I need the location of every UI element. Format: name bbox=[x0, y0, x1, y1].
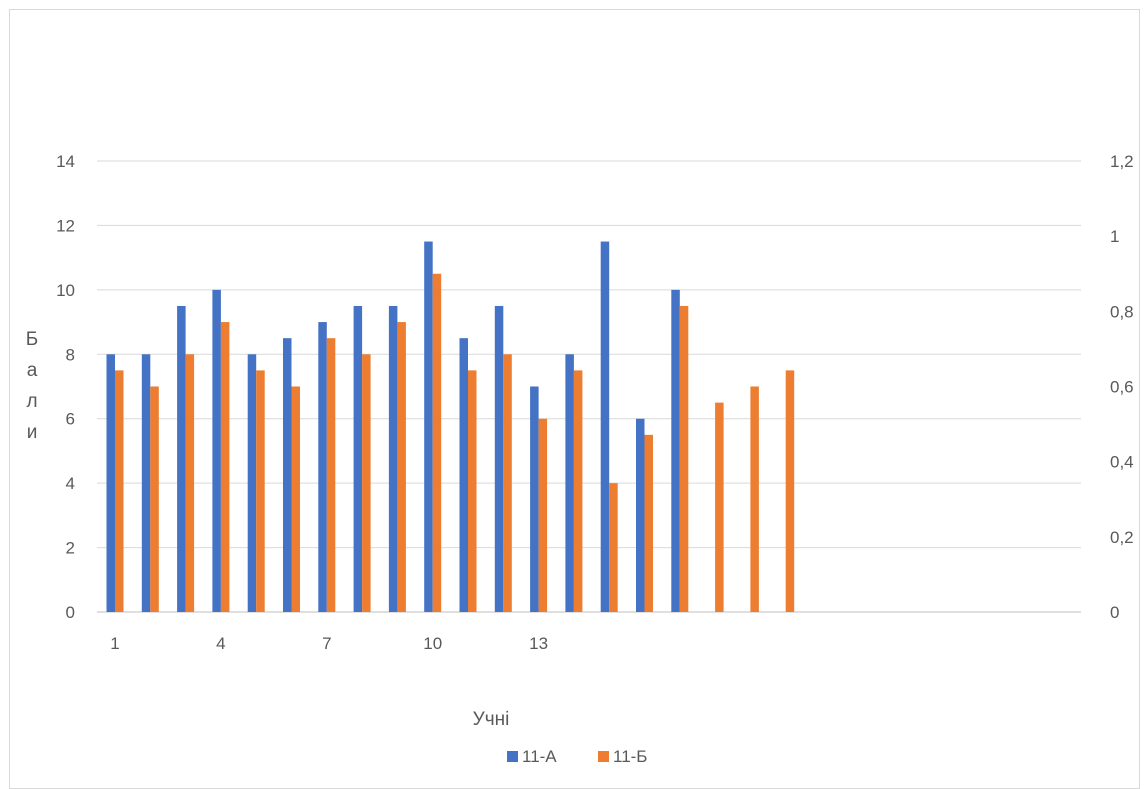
bar-b bbox=[186, 354, 195, 612]
y-axis-title-letter: л bbox=[26, 391, 37, 412]
bar-b bbox=[327, 338, 336, 612]
x-axis-title: Учні bbox=[473, 709, 510, 730]
y2-tick-label: 0,8 bbox=[1110, 302, 1134, 321]
bar-b bbox=[645, 435, 654, 612]
bar-a bbox=[389, 306, 398, 612]
bar-b bbox=[362, 354, 371, 612]
bar-b bbox=[609, 483, 618, 612]
y-tick-label: 2 bbox=[66, 539, 75, 558]
bar-b bbox=[221, 322, 230, 612]
bar-a bbox=[565, 354, 574, 612]
bar-a bbox=[636, 419, 645, 612]
bars bbox=[107, 242, 795, 612]
bar-a bbox=[460, 338, 469, 612]
y-tick-label: 10 bbox=[56, 281, 75, 300]
y-axis-title-letter: и bbox=[27, 422, 38, 443]
bar-a bbox=[601, 242, 610, 612]
x-axis-ticks: 1 4 7 10 13 bbox=[110, 634, 548, 653]
bar-a bbox=[212, 290, 221, 612]
y-tick-label: 12 bbox=[56, 216, 75, 235]
gridlines bbox=[97, 161, 1081, 612]
x-tick-label: 7 bbox=[322, 634, 331, 653]
y2-tick-label: 0,2 bbox=[1110, 528, 1134, 547]
y-axis-title-letter: Б bbox=[26, 329, 38, 350]
bar-b bbox=[503, 354, 512, 612]
legend: 11-А 11-Б bbox=[507, 747, 647, 766]
bar-a bbox=[424, 242, 433, 612]
bar-b bbox=[539, 419, 548, 612]
bar-b bbox=[115, 370, 124, 612]
bar-b bbox=[397, 322, 406, 612]
y2-tick-label: 1,2 bbox=[1110, 152, 1134, 171]
legend-swatch bbox=[598, 751, 609, 762]
bar-a bbox=[318, 322, 327, 612]
y-tick-label: 14 bbox=[56, 152, 75, 171]
legend-label: 11-А bbox=[522, 747, 557, 766]
secondary-y-axis-ticks: 0 0,2 0,4 0,6 0,8 1 1,2 bbox=[1110, 152, 1134, 622]
bar-a bbox=[107, 354, 116, 612]
bar-b bbox=[292, 387, 301, 613]
bar-a bbox=[142, 354, 151, 612]
bar-a bbox=[530, 387, 539, 613]
bar-b bbox=[574, 370, 583, 612]
x-tick-label: 1 bbox=[110, 634, 119, 653]
y-tick-label: 6 bbox=[66, 410, 75, 429]
bar-a bbox=[177, 306, 186, 612]
bar-a bbox=[283, 338, 292, 612]
bar-b bbox=[256, 370, 265, 612]
y2-tick-label: 0,6 bbox=[1110, 378, 1134, 397]
y-axis-title-letter: а bbox=[27, 360, 38, 381]
x-tick-label: 13 bbox=[529, 634, 548, 653]
bar-b bbox=[750, 387, 759, 613]
bar-b bbox=[786, 370, 795, 612]
bar-b bbox=[715, 403, 724, 612]
y2-tick-label: 1 bbox=[1110, 227, 1119, 246]
bar-b bbox=[680, 306, 689, 612]
bar-b bbox=[150, 387, 159, 613]
y-tick-label: 8 bbox=[66, 345, 75, 364]
bar-a bbox=[671, 290, 680, 612]
x-tick-label: 10 bbox=[423, 634, 442, 653]
bar-a bbox=[495, 306, 504, 612]
legend-swatch bbox=[507, 751, 518, 762]
bar-b bbox=[433, 274, 442, 612]
y2-tick-label: 0 bbox=[1110, 603, 1119, 622]
y-tick-label: 0 bbox=[66, 603, 75, 622]
y-axis-ticks: 0 2 4 6 8 10 12 14 bbox=[56, 152, 75, 622]
legend-label: 11-Б bbox=[613, 747, 647, 766]
y-tick-label: 4 bbox=[66, 474, 75, 493]
bar-b bbox=[468, 370, 477, 612]
bar-a bbox=[248, 354, 257, 612]
x-tick-label: 4 bbox=[216, 634, 225, 653]
y2-tick-label: 0,4 bbox=[1110, 453, 1134, 472]
bar-a bbox=[354, 306, 363, 612]
